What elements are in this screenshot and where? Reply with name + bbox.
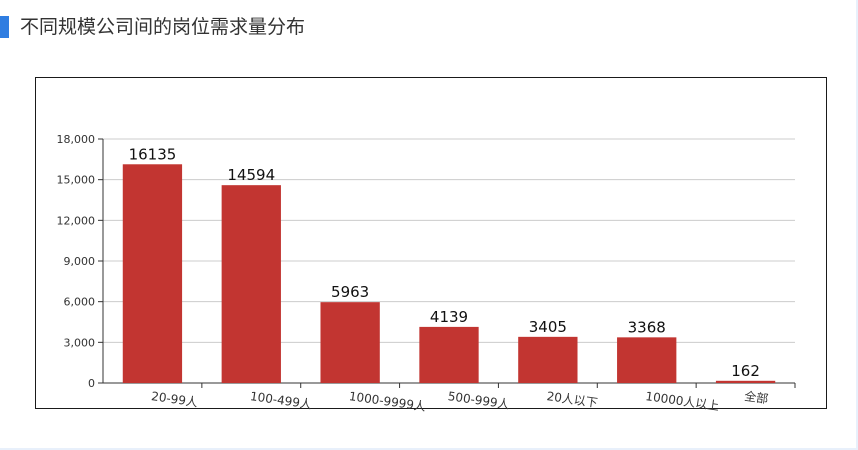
x-category-label: 20人以下: [546, 389, 599, 410]
y-tick-label: 15,000: [57, 174, 96, 187]
bar-value-label: 14594: [227, 166, 275, 184]
y-tick-label: 9,000: [64, 255, 96, 268]
bar: [122, 164, 183, 383]
y-tick-label: 18,000: [57, 133, 96, 146]
title-accent-bar: [0, 16, 9, 38]
panel-title: 不同规模公司间的岗位需求量分布: [20, 16, 306, 38]
bar: [221, 185, 281, 383]
x-category-label: 100-499人: [249, 389, 312, 412]
bar: [518, 336, 578, 383]
bar-value-label: 16135: [129, 145, 177, 163]
bar-value-label: 5963: [331, 283, 369, 301]
bar: [715, 380, 776, 383]
x-category-label: 1000-9999人: [348, 389, 427, 414]
x-category-label: 500-999人: [447, 389, 510, 412]
bar-value-label: 162: [731, 362, 760, 380]
bar: [617, 337, 677, 383]
bar-value-label: 3405: [529, 318, 567, 336]
bar-value-label: 3368: [628, 318, 666, 336]
bar: [320, 302, 380, 383]
y-tick-label: 3,000: [64, 336, 96, 349]
x-category-label: 20-99人: [150, 389, 198, 409]
bar: [419, 326, 479, 383]
x-category-label: 10000人以上: [645, 389, 720, 413]
y-tick-label: 12,000: [57, 214, 96, 227]
x-category-label: 全部: [743, 388, 769, 406]
bar-value-label: 4139: [430, 308, 468, 326]
y-tick-label: 0: [88, 377, 95, 390]
y-tick-label: 6,000: [64, 296, 96, 309]
